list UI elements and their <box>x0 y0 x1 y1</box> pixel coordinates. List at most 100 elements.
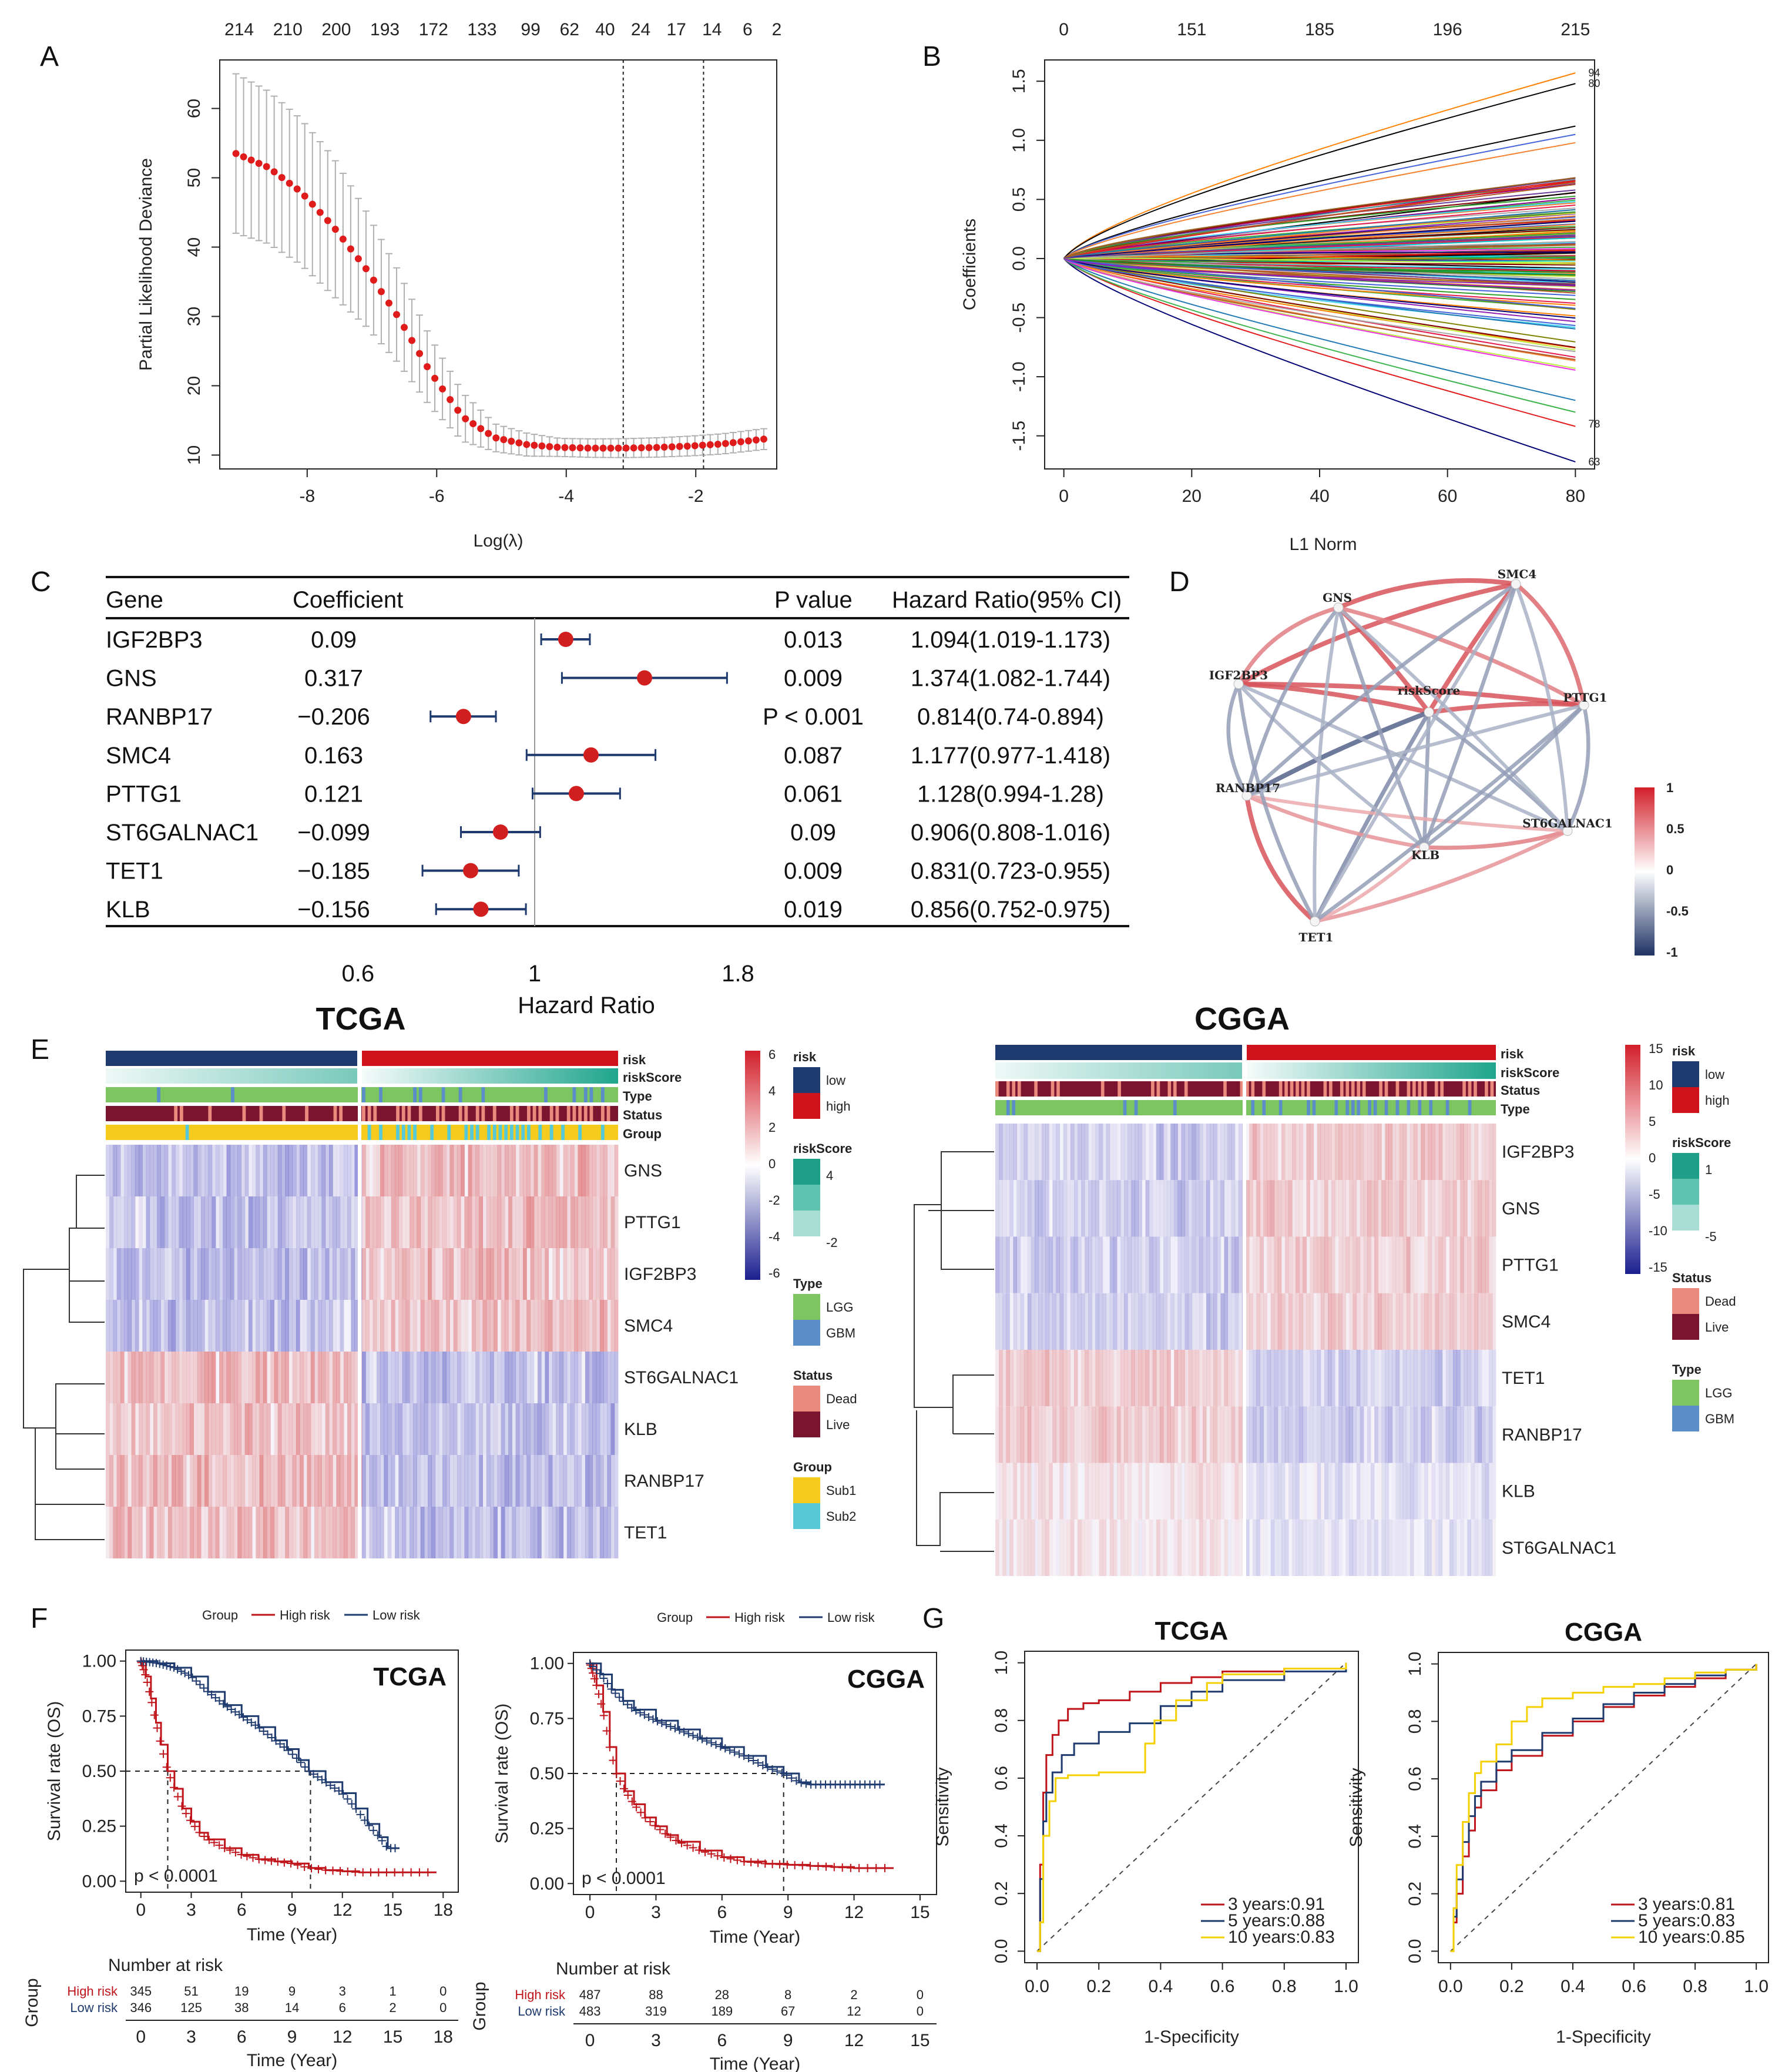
network-edge <box>1338 605 1585 708</box>
heatmap-cell <box>354 1507 359 1558</box>
heatmap-cell <box>1303 1293 1307 1350</box>
heatmap-cell <box>347 1300 351 1352</box>
heatmap-cell <box>999 1293 1003 1350</box>
km-censor-mark <box>749 1756 758 1765</box>
heatmap-cell <box>219 1196 223 1248</box>
heatmap-cell <box>1353 1293 1357 1350</box>
heatmap-cell <box>1145 1293 1150 1350</box>
heatmap-row-label: ST6GALNAC1 <box>1502 1538 1616 1558</box>
heatmap-cell <box>1356 1350 1361 1407</box>
heatmap-cell <box>1246 1236 1250 1293</box>
heatmap-cell <box>1313 1463 1318 1520</box>
heatmap-cell <box>1306 1293 1311 1350</box>
panel-a-deviance-point <box>714 440 722 448</box>
heatmap-cell <box>398 1455 403 1507</box>
annotation-group-stripe <box>396 1125 400 1140</box>
km-censor-mark <box>670 1724 679 1733</box>
heatmap-cell <box>435 1196 439 1248</box>
heatmap-cell <box>1227 1180 1232 1237</box>
heatmap-cell <box>200 1248 205 1300</box>
heatmap-cell <box>1135 1519 1139 1576</box>
heatmap-cell <box>179 1455 183 1507</box>
heatmap-cell <box>453 1352 458 1403</box>
heatmap-cell <box>1095 1463 1099 1520</box>
heatmap-cell <box>190 1507 194 1558</box>
heatmap-cell <box>1085 1519 1089 1576</box>
heatmap-cell <box>1460 1124 1464 1181</box>
heatmap-cell <box>1174 1519 1178 1576</box>
roc-legend-item: 10 years:0.83 <box>1228 1927 1335 1947</box>
panel-label-f: F <box>31 1603 48 1634</box>
heatmap-cell <box>1138 1463 1143 1520</box>
risk-table-xtick: 6 <box>717 2031 727 2050</box>
heatmap-cell <box>1092 1180 1096 1237</box>
heatmap-cell <box>142 1403 147 1455</box>
heatmap-cell <box>1013 1236 1018 1293</box>
heatmap-cell <box>537 1248 542 1300</box>
km-censor-mark <box>787 1773 796 1782</box>
heatmap-cell <box>1131 1293 1135 1350</box>
heatmap-cell <box>1467 1180 1471 1237</box>
heatmap-cell <box>1378 1180 1382 1237</box>
heatmap-cell <box>512 1507 516 1558</box>
heatmap-cell <box>197 1300 202 1352</box>
network-edge <box>1313 583 1518 923</box>
km-censor-mark <box>768 1765 777 1773</box>
heatmap-cell <box>405 1352 410 1403</box>
heatmap-cell <box>413 1352 417 1403</box>
heatmap-cell <box>1174 1463 1178 1520</box>
heatmap-cell <box>318 1145 322 1196</box>
km-censor-mark <box>415 1868 424 1877</box>
heatmap-cell <box>333 1507 337 1558</box>
heatmap-cell <box>512 1145 516 1196</box>
annotation-status-stripe <box>1012 1081 1016 1097</box>
heatmap-cell <box>457 1196 461 1248</box>
heatmap-legend-swatch <box>1672 1153 1699 1179</box>
heatmap-cell <box>519 1507 523 1558</box>
annotation-group-stripe <box>401 1125 405 1140</box>
heatmap-cell <box>530 1145 535 1196</box>
heatmap-cell <box>204 1145 209 1196</box>
heatmap-cell <box>1170 1124 1174 1181</box>
heatmap-cell <box>1327 1293 1332 1350</box>
heatmap-cell <box>1060 1124 1064 1180</box>
heatmap-cell <box>1474 1519 1479 1576</box>
km-censor-mark <box>347 1799 356 1808</box>
heatmap-cell <box>391 1403 395 1455</box>
km-censor-mark <box>309 1770 318 1779</box>
heatmap-cell <box>1296 1293 1300 1350</box>
heatmap-cell <box>1238 1236 1243 1293</box>
heatmap-cell <box>1181 1519 1186 1576</box>
heatmap-cell <box>1421 1406 1425 1463</box>
heatmap-cell <box>139 1455 143 1507</box>
heatmap-cell <box>234 1507 238 1558</box>
panel-b-path-label: 94 <box>1588 67 1600 79</box>
heatmap-cell <box>1385 1519 1389 1576</box>
heatmap-cell <box>1464 1180 1468 1237</box>
heatmap-cell <box>1020 1350 1025 1407</box>
heatmap-cell <box>1056 1236 1061 1293</box>
annotation-group-stripe <box>447 1125 451 1140</box>
heatmap-cell <box>1210 1406 1214 1463</box>
km-censor-mark <box>226 1846 234 1855</box>
heatmap-cell <box>365 1352 370 1403</box>
heatmap-cell <box>1085 1180 1089 1237</box>
heatmap-cell <box>256 1403 260 1455</box>
heatmap-cell <box>1478 1463 1482 1520</box>
heatmap-cell <box>1077 1180 1082 1237</box>
heatmap-cell <box>200 1352 205 1403</box>
heatmap-cell <box>277 1300 282 1352</box>
km-ytick-label: 0.75 <box>82 1706 116 1726</box>
risk-table-value: 189 <box>711 2004 733 2019</box>
heatmap-cell <box>292 1248 297 1300</box>
heatmap-cell <box>1267 1236 1271 1293</box>
heatmap-cell <box>303 1300 308 1352</box>
annotation-status-stripe <box>1407 1081 1411 1097</box>
heatmap-cell <box>1049 1180 1053 1236</box>
heatmap-cell <box>1116 1180 1121 1237</box>
km-censor-mark <box>173 1792 182 1801</box>
heatmap-cell <box>1013 1350 1018 1407</box>
heatmap-cell <box>548 1403 553 1455</box>
heatmap-cell <box>300 1352 304 1403</box>
heatmap-cell <box>1042 1180 1046 1237</box>
